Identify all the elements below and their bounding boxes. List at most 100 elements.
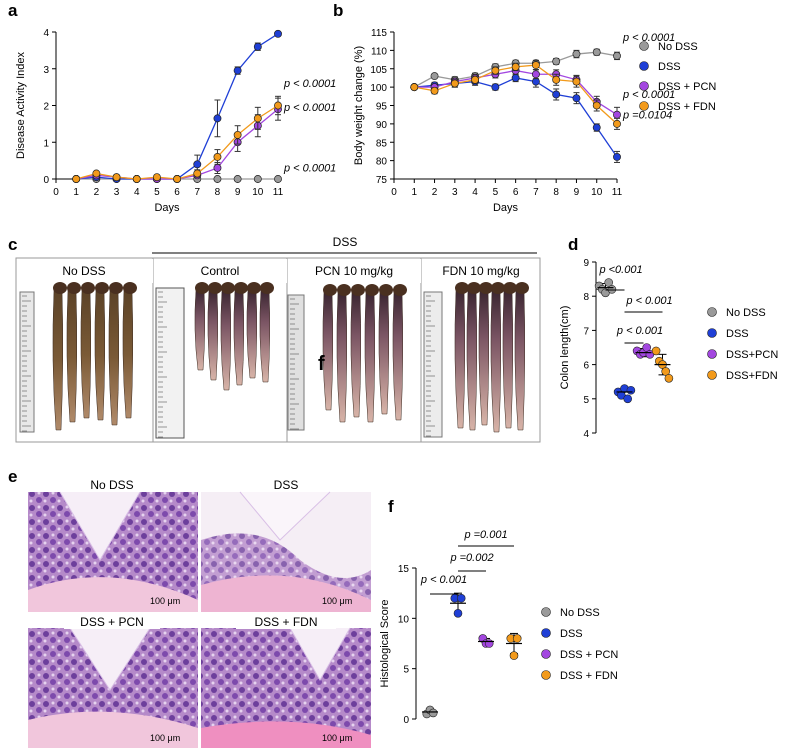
y-axis-label: Disease Activity Index [15, 52, 27, 159]
y-tick-label: 4 [43, 28, 49, 39]
x-axis-label: Days [154, 202, 180, 214]
colon-sample [220, 289, 232, 391]
data-point [453, 608, 463, 618]
colon-sample [478, 289, 490, 426]
y-tick-label: 0 [403, 715, 409, 726]
x-tick-label: 2 [432, 187, 438, 198]
colon-sample [322, 291, 334, 411]
legend-label: DSS + PCN [658, 81, 716, 93]
colon-sample [378, 291, 390, 415]
legend-label: DSS + FDN [658, 101, 716, 113]
legend-label: DSS+FDN [726, 370, 778, 382]
data-point [274, 101, 282, 110]
y-tick-label: 105 [370, 65, 387, 76]
cecum [81, 282, 95, 294]
cecum [123, 282, 137, 294]
y-tick-label: 10 [398, 614, 410, 625]
cecum [53, 282, 67, 294]
p-value-annotation: p <0.001 [598, 264, 642, 276]
data-point [193, 169, 202, 178]
data-point [193, 160, 202, 169]
y-tick-label: 115 [371, 28, 387, 39]
data-point [651, 346, 661, 356]
data-point [592, 48, 601, 57]
x-tick-label: 5 [154, 187, 160, 198]
colon-sample [52, 289, 64, 431]
x-tick-label: 3 [452, 187, 458, 198]
data-point [132, 175, 141, 183]
cecum [208, 282, 222, 294]
dss-group-label: DSS [333, 235, 358, 249]
data-point [484, 639, 494, 648]
panel-letter-e: e [8, 467, 17, 486]
histology-dss-pcn: DSS + PCN 100 μm [28, 613, 198, 748]
data-point [491, 66, 500, 75]
p-value-annotation: p =0.0104 [622, 109, 672, 121]
legend-marker [707, 370, 717, 380]
data-point [253, 42, 262, 51]
photo-label-box [17, 259, 153, 283]
series-line [414, 77, 618, 158]
y-tick-label: 6 [583, 361, 589, 372]
data-point [233, 66, 242, 75]
data-point [430, 72, 439, 81]
colon-sample [364, 291, 376, 423]
colon-sample [336, 291, 348, 423]
legend-marker [639, 81, 649, 91]
data-point [233, 175, 242, 183]
x-axis-label: Days [493, 202, 519, 214]
cecum [95, 282, 109, 294]
panel-letter-a: a [8, 1, 18, 20]
x-tick-label: 3 [114, 187, 120, 198]
data-point [428, 708, 438, 718]
legend-marker [541, 628, 551, 638]
colon-sample [259, 289, 271, 383]
x-tick-label: 0 [53, 187, 59, 198]
legend-label: No DSS [658, 41, 698, 53]
colon-samples [52, 282, 529, 433]
cecum [491, 282, 505, 294]
p-value-annotation: p < 0.0001 [622, 32, 675, 44]
x-tick-label: 8 [553, 187, 559, 198]
colon-sample [454, 289, 466, 429]
p-value-annotation: p < 0.001 [616, 325, 663, 337]
x-tick-label: 4 [472, 187, 478, 198]
legend-label: No DSS [560, 607, 600, 619]
photo-label-box [288, 259, 421, 283]
data-point [511, 73, 520, 82]
series-line [76, 33, 279, 180]
y-tick-label: 100 [370, 83, 387, 94]
y-tick-label: 90 [376, 120, 388, 131]
data-point [623, 394, 633, 404]
y-tick-label: 5 [403, 665, 409, 676]
x-tick-label: 9 [574, 187, 580, 198]
cecum [393, 284, 407, 296]
data-point [613, 110, 621, 119]
x-tick-label: 11 [273, 187, 284, 198]
legend-marker [639, 41, 649, 51]
y-tick-label: 110 [371, 46, 387, 57]
y-axis-label: Colon length(cm) [559, 306, 571, 390]
y-tick-label: 85 [376, 138, 388, 149]
colon-sample [66, 289, 78, 423]
data-point [552, 57, 561, 66]
data-point [552, 90, 561, 99]
photo-label-pcn: PCN 10 mg/kg [315, 264, 393, 278]
legend-marker [541, 649, 551, 659]
data-point [274, 29, 282, 38]
colon-sample [80, 289, 92, 419]
cecum [323, 284, 337, 296]
data-point [613, 51, 621, 60]
panel-e-histology: No DSS 100 μm DSS 100 μm DSS + PCN 100 μ… [28, 476, 371, 748]
data-point [592, 123, 601, 132]
data-point [626, 385, 636, 395]
data-point [572, 77, 581, 86]
x-tick-label: 1 [73, 187, 79, 198]
data-point [531, 61, 540, 70]
data-point [456, 593, 466, 603]
data-point [572, 50, 581, 59]
colon-sample [233, 289, 245, 386]
legend-marker [639, 61, 649, 71]
legend-label: DSS + FDN [560, 670, 618, 682]
